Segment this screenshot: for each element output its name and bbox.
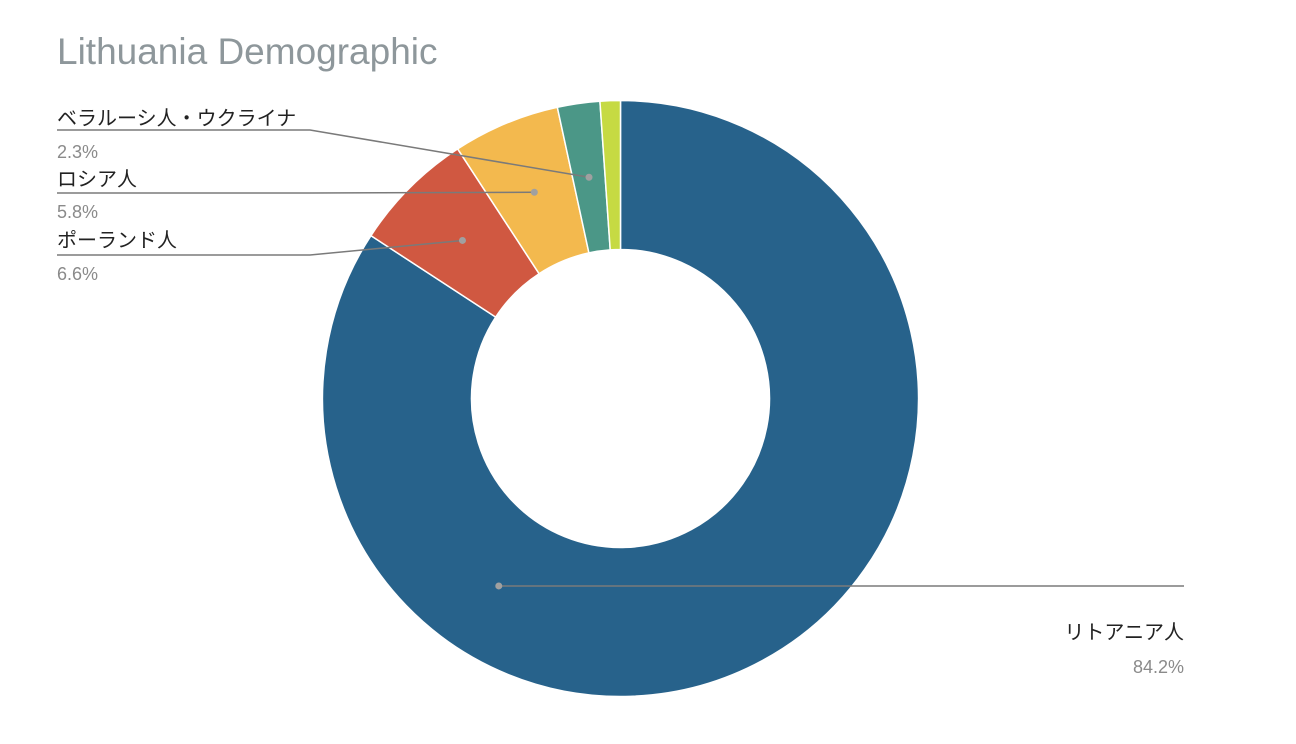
slice-value-lithuanian: 84.2% [1133, 657, 1184, 677]
slice-label-lithuanian: リトアニア人 [1064, 620, 1184, 644]
slice-value-polish: 6.6% [57, 264, 98, 284]
slice-lithuanian [321, 99, 920, 698]
slice-value-belarusian-ukrainian: 2.3% [57, 142, 98, 162]
leader-line-lithuanian-dot [495, 582, 503, 590]
slice-other [599, 99, 622, 251]
leader-line-belarusian-ukrainian [57, 129, 590, 178]
slice-label-polish: ポーランド人 [57, 228, 177, 252]
slice-label-russian: ロシア人 [57, 167, 137, 191]
slices-group [321, 99, 920, 698]
slice-label-belarusian-ukrainian: ベラルーシ人・ウクライナ [57, 106, 296, 130]
slice-value-russian: 5.8% [57, 202, 98, 222]
leader-line-russian [57, 191, 535, 194]
leader-line-polish-dot [458, 236, 466, 244]
leader-line-polish [57, 239, 463, 256]
leader-lines-group [57, 129, 1184, 590]
leader-line-belarusian-ukrainian-dot [585, 173, 593, 181]
chart-title: Lithuania Demographic [57, 31, 438, 72]
leader-line-russian-dot [530, 188, 538, 196]
